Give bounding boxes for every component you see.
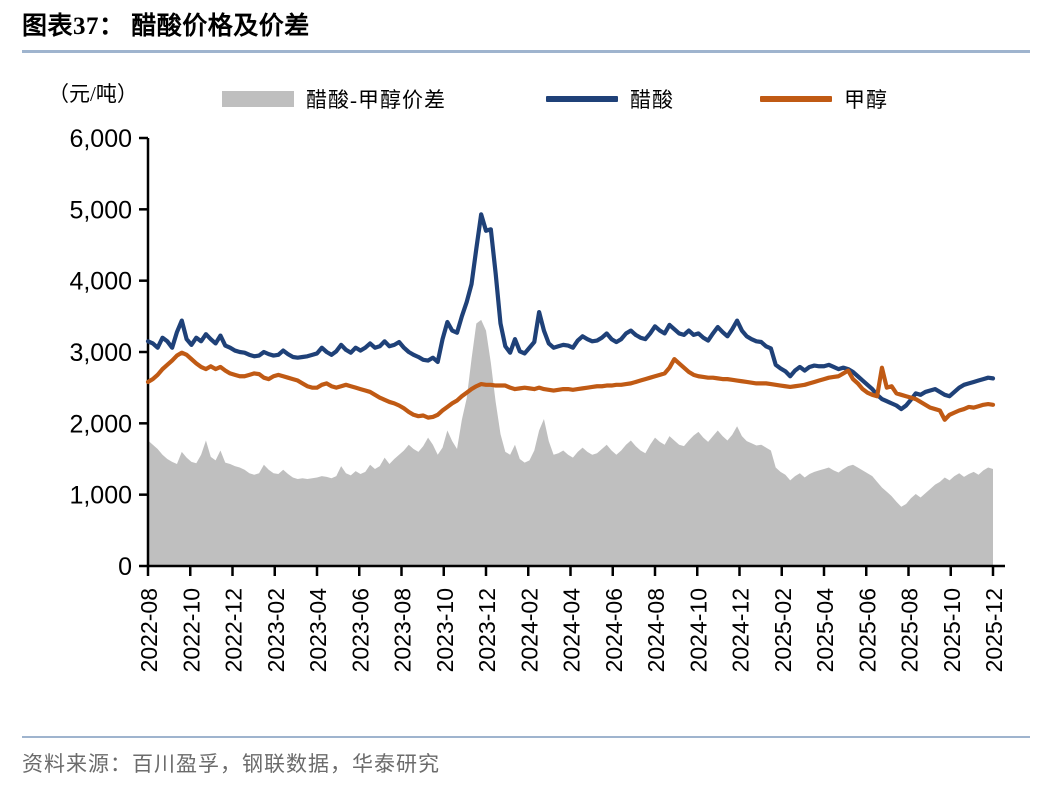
legend-swatch-line-acetic-acid-icon	[546, 96, 618, 102]
x-tick-label: 2024-10	[685, 588, 711, 672]
x-tick-label: 2024-02	[516, 588, 542, 672]
legend-label-spread: 醋酸-甲醇价差	[306, 88, 446, 112]
footer-divider	[22, 736, 1030, 738]
legend-swatch-line-methanol-icon	[760, 96, 832, 102]
x-tick-label: 2023-08	[390, 588, 416, 672]
series-line-acetic-acid	[145, 212, 996, 412]
x-tick-label: 2023-12	[474, 588, 500, 672]
x-tick-label: 2024-12	[728, 588, 754, 672]
x-tick-label: 2025-06	[854, 588, 880, 672]
legend-label-methanol: 甲醇	[844, 88, 888, 112]
y-tick-label: 1,000	[69, 482, 132, 510]
chart-plot: 0 1,000 2,000 3,000 4,000 5,000 6,000 2022-08 20…	[69, 125, 1007, 673]
series-area-spread	[148, 319, 993, 566]
legend-swatch-area-icon	[222, 91, 294, 107]
legend-item-acetic-acid: 醋酸	[546, 84, 674, 114]
x-tick-label: 2025-02	[770, 588, 796, 672]
x-tick-label: 2022-08	[136, 588, 162, 672]
x-tick-label: 2025-12	[981, 588, 1007, 672]
legend-label-acetic-acid: 醋酸	[630, 88, 674, 112]
x-tick-label: 2025-08	[897, 588, 923, 672]
y-tick-label: 4,000	[69, 268, 132, 296]
x-tick-label: 2024-06	[601, 588, 627, 672]
x-tick-label: 2022-12	[221, 588, 247, 672]
x-tick-label: 2023-04	[305, 588, 331, 673]
chart-header: 图表37： 醋酸价格及价差	[22, 12, 1032, 46]
legend-item-methanol: 甲醇	[760, 84, 888, 114]
chart-container: （元/吨） 醋酸-甲醇价差 醋酸 甲醇 0 1,000 2,000 3,000 4,00…	[0, 58, 1052, 718]
x-tick-label: 2023-02	[263, 588, 289, 672]
x-tick-label: 2022-10	[178, 588, 204, 672]
x-tick-label: 2023-10	[432, 588, 458, 672]
legend-item-spread: 醋酸-甲醇价差	[222, 84, 446, 114]
chart-legend: 醋酸-甲醇价差 醋酸 甲醇	[222, 84, 888, 114]
y-tick-label: 0	[118, 553, 132, 581]
series-line-methanol	[145, 350, 996, 422]
y-tick-label: 5,000	[69, 196, 132, 224]
source-note: 资料来源：百川盈孚，钢联数据，华泰研究	[22, 752, 440, 776]
x-tick-label: 2025-10	[939, 588, 965, 672]
title-divider	[22, 50, 1030, 53]
y-tick-label: 2,000	[69, 410, 132, 438]
y-tick-label: 6,000	[69, 125, 132, 153]
x-tick-label: 2023-06	[347, 588, 373, 672]
y-tick-label: 3,000	[69, 339, 132, 367]
x-tick-label: 2024-04	[559, 588, 585, 673]
page-title: 图表37： 醋酸价格及价差	[22, 13, 310, 40]
y-axis-unit-label: （元/吨）	[48, 82, 138, 106]
x-tick-label: 2024-08	[643, 588, 669, 672]
x-tick-label: 2025-04	[812, 588, 838, 673]
